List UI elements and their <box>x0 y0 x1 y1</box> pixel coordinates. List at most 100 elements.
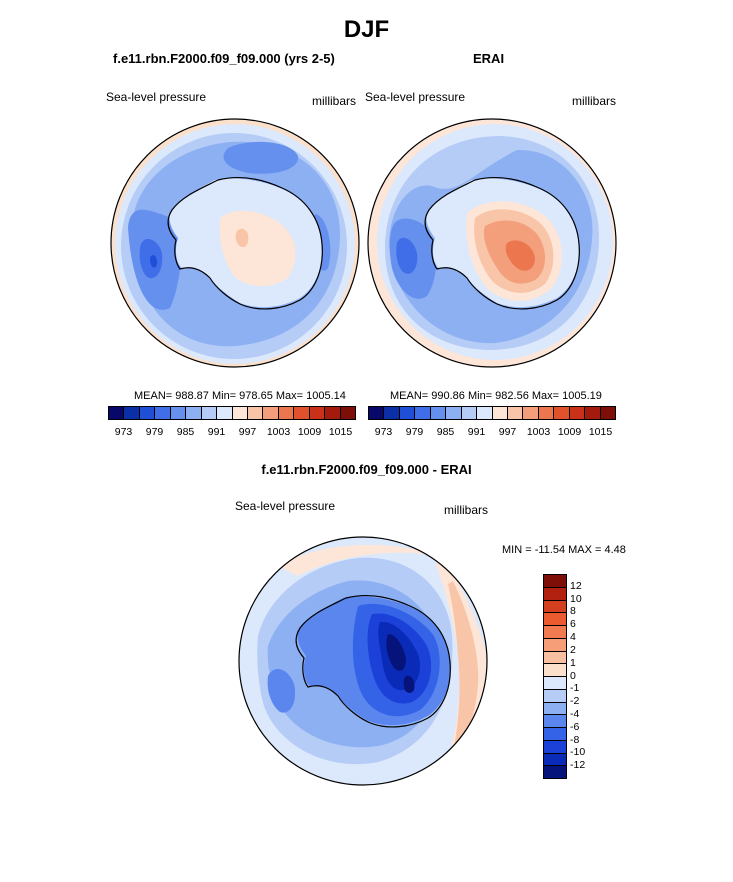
panel3-units-label: millibars <box>444 503 489 517</box>
colorbar-cell <box>600 407 615 419</box>
colorbar-cell <box>538 407 555 419</box>
colorbar-cell <box>477 407 493 419</box>
colorbar-cell <box>201 407 218 419</box>
panel3-colorbar <box>543 574 567 779</box>
colorbar-cell <box>544 766 566 778</box>
colorbar-tick-label: 1 <box>570 656 576 669</box>
p3-neg-west <box>267 669 296 713</box>
colorbar-cell <box>544 740 566 754</box>
p2-coastline <box>424 177 580 310</box>
colorbar-cell <box>340 407 355 419</box>
colorbar-tick-label: 10 <box>570 592 582 605</box>
colorbar-cell <box>155 407 171 419</box>
colorbar-cell <box>263 407 279 419</box>
colorbar-cell <box>544 587 566 601</box>
colorbar-cell <box>186 407 202 419</box>
colorbar-cell <box>446 407 462 419</box>
colorbar-tick-label: 991 <box>467 426 486 438</box>
colorbar-cell <box>415 407 431 419</box>
colorbar-cell <box>544 715 566 728</box>
colorbar-cell <box>492 407 508 419</box>
colorbar-tick-label: 997 <box>498 426 517 438</box>
colorbar-tick-label: 973 <box>114 426 133 438</box>
colorbar-tick-label: 991 <box>207 426 226 438</box>
colorbar-tick-label: 1015 <box>588 426 613 438</box>
p2-high-d <box>505 240 535 271</box>
panel1-title: f.e11.rbn.F2000.f09_f09.000 (yrs 2-5) <box>113 51 335 66</box>
colorbar-tick-label: -1 <box>570 682 580 695</box>
colorbar-cell <box>399 407 416 419</box>
p2-low-west-core <box>396 237 418 274</box>
colorbar-cell <box>461 407 478 419</box>
colorbar-cell <box>544 664 566 677</box>
p1-low-west-center <box>150 255 158 268</box>
p1-peak <box>235 228 249 248</box>
colorbar-cell <box>544 728 566 741</box>
figure-title: DJF <box>343 16 390 43</box>
colorbar-tick-label: 0 <box>570 669 576 682</box>
colorbar-tick-label: -8 <box>570 733 580 746</box>
panel3-polar-map <box>238 536 488 786</box>
colorbar-tick-label: 6 <box>570 618 576 631</box>
colorbar-tick-label: 4 <box>570 631 576 644</box>
colorbar-tick-label: 12 <box>570 579 582 592</box>
panel3-variable-label: Sea-level pressure <box>235 499 336 513</box>
p1-coastline <box>167 177 323 310</box>
panel2-variable-label: Sea-level pressure <box>365 90 466 104</box>
colorbar-cell <box>523 407 539 419</box>
colorbar-cell <box>544 651 566 665</box>
colorbar-tick-label: 985 <box>436 426 455 438</box>
p3-coastline <box>295 595 451 728</box>
colorbar-cell <box>170 407 187 419</box>
colorbar-cell <box>294 407 310 419</box>
panel2-units-label: millibars <box>572 94 617 108</box>
colorbar-cell <box>544 753 566 767</box>
colorbar-cell <box>544 689 566 703</box>
colorbar-cell <box>430 407 447 419</box>
colorbar-tick-label: 8 <box>570 605 576 618</box>
colorbar-cell <box>109 407 125 419</box>
colorbar-cell <box>554 407 570 419</box>
p3-pos-east-2 <box>448 581 479 774</box>
colorbar-cell <box>544 613 566 626</box>
colorbar-cell <box>544 677 566 690</box>
colorbar-cell <box>325 407 341 419</box>
colorbar-tick-label: 979 <box>145 426 164 438</box>
colorbar-cell <box>309 407 326 419</box>
colorbar-cell <box>232 407 248 419</box>
p1-interior-high <box>219 210 296 287</box>
panel2-colorbar <box>368 406 616 420</box>
p3-neg-10b <box>403 675 415 693</box>
colorbar-cell <box>569 407 586 419</box>
panel1-stats: MEAN= 988.87 Min= 978.65 Max= 1005.14 <box>134 390 346 402</box>
colorbar-cell <box>217 407 233 419</box>
colorbar-cell <box>544 575 566 588</box>
colorbar-tick-label: -2 <box>570 695 580 708</box>
colorbar-tick-label: -6 <box>570 720 580 733</box>
panel2-stats: MEAN= 990.86 Min= 982.56 Max= 1005.19 <box>390 390 602 402</box>
colorbar-tick-label: 1015 <box>328 426 353 438</box>
colorbar-cell <box>247 407 264 419</box>
colorbar-cell <box>585 407 601 419</box>
colorbar-tick-label: 1009 <box>557 426 582 438</box>
colorbar-tick-label: -12 <box>570 759 586 772</box>
colorbar-tick-label: 1003 <box>526 426 551 438</box>
colorbar-tick-label: 973 <box>374 426 393 438</box>
colorbar-cell <box>384 407 400 419</box>
colorbar-tick-label: 1003 <box>266 426 291 438</box>
colorbar-tick-label: -4 <box>570 707 580 720</box>
colorbar-cell <box>278 407 295 419</box>
p3-neg-10 <box>386 634 406 671</box>
p1-low-north <box>223 141 299 174</box>
colorbar-cell <box>369 407 385 419</box>
colorbar-cell <box>124 407 140 419</box>
panel2-title: ERAI <box>473 51 505 66</box>
colorbar-cell <box>507 407 524 419</box>
panel1-variable-label: Sea-level pressure <box>106 90 207 104</box>
colorbar-cell <box>544 600 566 614</box>
colorbar-tick-label: 985 <box>176 426 195 438</box>
panel3-title: f.e11.rbn.F2000.f09_f09.000 - ERAI <box>261 462 472 477</box>
colorbar-tick-label: 2 <box>570 643 576 656</box>
colorbar-cell <box>139 407 156 419</box>
p3-pos-north <box>278 544 438 576</box>
